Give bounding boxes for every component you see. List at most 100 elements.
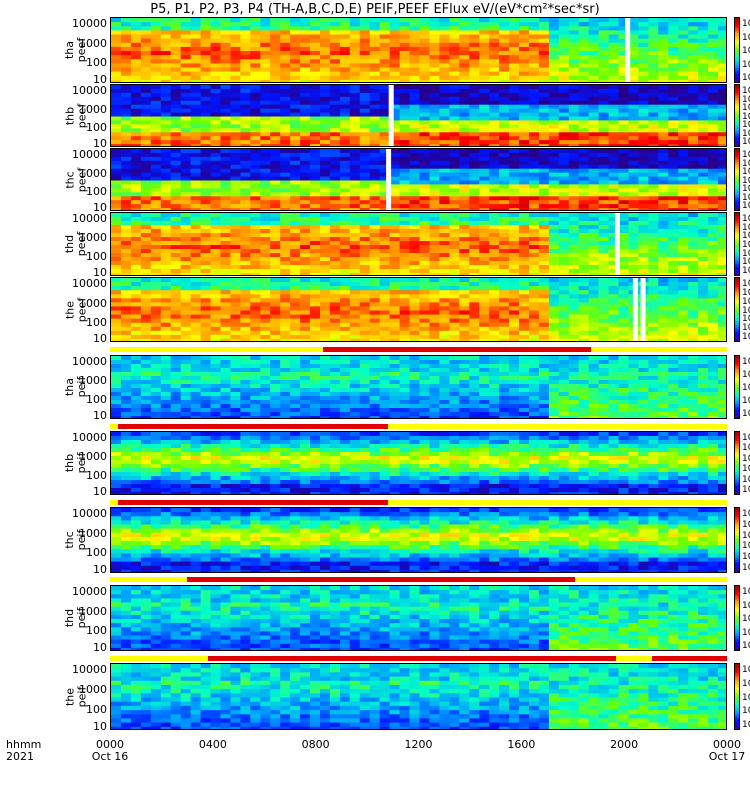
spectrogram-cell xyxy=(151,237,162,242)
spectrogram-cell xyxy=(181,117,192,122)
spectrogram-cell xyxy=(559,157,570,162)
spectrogram-cell xyxy=(439,89,450,94)
spectrogram-cell xyxy=(320,204,331,209)
spectrogram-cell xyxy=(191,290,202,295)
spectrogram-cell xyxy=(589,327,600,332)
spectrogram-cell xyxy=(629,120,640,125)
spectrogram-cell xyxy=(420,233,431,238)
spectrogram-cell xyxy=(370,149,381,154)
spectrogram-cell xyxy=(350,177,361,182)
spectrogram-cell xyxy=(171,315,182,320)
spectrogram-cell xyxy=(151,225,162,230)
spectrogram-cell xyxy=(420,59,431,64)
spectrogram-cell xyxy=(400,208,411,211)
spectrogram-cell xyxy=(380,237,391,242)
spectrogram-cell xyxy=(330,51,341,56)
spectrogram-cell xyxy=(638,165,649,170)
spectrogram-cell xyxy=(529,169,540,174)
spectrogram-cell xyxy=(280,331,291,336)
spectrogram-cell xyxy=(609,278,620,283)
spectrogram-cell xyxy=(171,117,182,122)
spectrogram-cell xyxy=(638,249,649,254)
spectrogram-cell xyxy=(579,55,590,60)
spectrogram-cell xyxy=(629,188,640,193)
spectrogram-cell xyxy=(469,105,480,110)
spectrogram-cell xyxy=(449,22,460,27)
spectrogram-cell xyxy=(310,319,321,324)
spectrogram-cell xyxy=(569,319,580,324)
spectrogram-cell xyxy=(250,51,261,56)
spectrogram-cell xyxy=(221,327,232,332)
spectrogram-cell xyxy=(370,184,381,189)
spectrogram-cell xyxy=(400,120,411,125)
spectrogram-cell xyxy=(360,315,371,320)
spectrogram-cell xyxy=(390,225,401,230)
spectrogram-cell xyxy=(479,109,490,114)
spectrogram-cell xyxy=(141,26,152,31)
spectrogram-cell xyxy=(161,290,172,295)
spectrogram-cell xyxy=(240,157,251,162)
spectrogram-cell xyxy=(619,339,630,342)
spectrogram-cell xyxy=(181,229,192,234)
spectrogram-cell xyxy=(350,165,361,170)
spectrogram-cell xyxy=(589,294,600,299)
spectrogram-cell xyxy=(111,311,122,316)
spectrogram-cell xyxy=(340,217,351,222)
spectrogram-cell xyxy=(270,217,281,222)
spectrogram-cell xyxy=(609,181,620,186)
spectrogram-cell xyxy=(221,97,232,102)
spectrogram-cell xyxy=(280,253,291,258)
spectrogram-cell xyxy=(400,261,411,266)
spectrogram-cell xyxy=(509,188,520,193)
spectrogram-svg xyxy=(111,278,727,342)
spectrogram-cell xyxy=(141,101,152,106)
spectrogram-cell xyxy=(390,184,401,189)
spectrogram-cell xyxy=(599,273,610,276)
spectrogram-cell xyxy=(221,22,232,27)
spectrogram-cell xyxy=(509,225,520,230)
spectrogram-cell xyxy=(469,327,480,332)
spectrogram-cell xyxy=(290,237,301,242)
spectrogram-cell xyxy=(141,109,152,114)
spectrogram-cell xyxy=(240,18,251,23)
spectrogram-cell xyxy=(519,93,530,98)
spectrogram-cell xyxy=(499,217,510,222)
spectrogram-cell xyxy=(211,47,222,52)
spectrogram-cell xyxy=(141,181,152,186)
spectrogram-cell xyxy=(310,128,321,133)
spectrogram-cell xyxy=(340,257,351,262)
spectrogram-cell xyxy=(330,290,341,295)
spectrogram-cell xyxy=(489,157,500,162)
spectrogram-cell xyxy=(270,237,281,242)
spectrogram-cell xyxy=(648,290,659,295)
spectrogram-cell xyxy=(211,208,222,211)
spectrogram-cell xyxy=(479,89,490,94)
spectrogram-cell xyxy=(240,221,251,226)
spectrogram-cell xyxy=(410,177,421,182)
spectrogram-cell xyxy=(678,249,689,254)
spectrogram-cell xyxy=(708,225,719,230)
spectrogram-cell xyxy=(509,181,520,186)
spectrogram-cell xyxy=(300,80,311,83)
spectrogram-cell xyxy=(230,241,241,246)
spectrogram-cell xyxy=(469,153,480,158)
spectrogram-cell xyxy=(270,85,281,90)
spectrogram-cell xyxy=(420,76,431,81)
spectrogram-cell xyxy=(439,105,450,110)
spectrogram-cell xyxy=(171,93,182,98)
spectrogram-cell xyxy=(499,311,510,316)
spectrogram-cell xyxy=(320,237,331,242)
spectrogram-cell xyxy=(350,113,361,118)
spectrogram-cell xyxy=(141,72,152,77)
spectrogram-cell xyxy=(171,225,182,230)
spectrogram-cell xyxy=(400,315,411,320)
spectrogram-cell xyxy=(539,165,550,170)
spectrogram-cell xyxy=(589,245,600,250)
spectrogram-cell xyxy=(310,144,321,147)
spectrogram-cell xyxy=(559,93,570,98)
spectrogram-cell xyxy=(161,213,172,218)
spectrogram-cell xyxy=(250,282,261,287)
spectrogram-cell xyxy=(250,302,261,307)
spectrogram-cell xyxy=(459,26,470,31)
spectrogram-cell xyxy=(708,59,719,64)
